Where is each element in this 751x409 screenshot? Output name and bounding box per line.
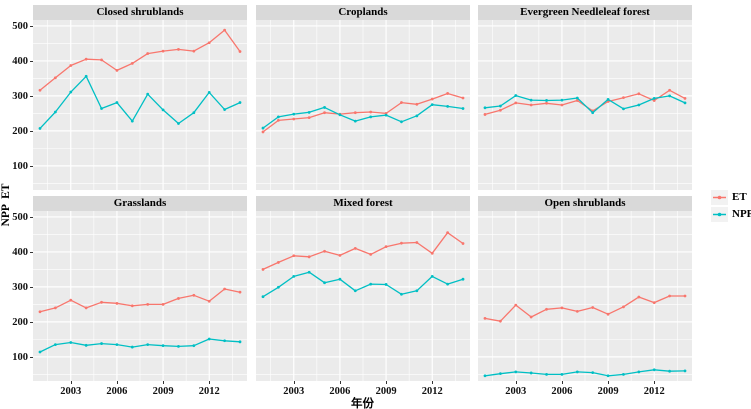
y-axis-tick-mark [30,251,33,253]
legend-key-npp [711,206,728,222]
panel-croplands [256,20,470,190]
facet-title: Closed shrublands [96,6,184,18]
x-axis-tick-label: 2003 [505,386,527,397]
panel-mixed-forest [256,211,470,381]
x-axis-tick-label: 2006 [106,386,128,397]
y-axis-tick-mark [30,356,33,358]
facet-title: Croplands [338,6,388,18]
facet-strip-croplands: Croplands [256,5,470,20]
y-axis-tick-label: 500 [12,20,28,32]
y-axis-tick-mark [30,130,33,132]
facet-title: Mixed forest [333,197,393,209]
y-axis-tick-mark [30,25,33,27]
y-axis-tick-mark [30,216,33,218]
legend: ET NPP [711,189,751,223]
legend-label-npp: NPP [732,208,751,220]
legend-key-et [711,189,728,205]
x-axis-tick-mark [339,381,341,384]
legend-entry-et: ET [711,189,751,205]
x-axis-tick-mark [608,381,610,384]
y-axis-tick-label: 200 [12,125,28,137]
x-axis-tick-mark [515,381,517,384]
facet-strip-closed-shrublands: Closed shrublands [33,5,247,20]
y-axis-tick-label: 100 [12,160,28,172]
x-axis-tick-label: 2012 [421,386,443,397]
facet-title: Evergreen Needleleaf forest [520,6,650,18]
x-axis-tick-label: 2006 [329,386,351,397]
x-axis-tick-label: 2006 [551,386,573,397]
x-axis-tick-mark [70,381,72,384]
y-axis-tick-mark [30,165,33,167]
x-axis-tick-mark [163,381,165,384]
x-axis-tick-label: 2009 [375,386,397,397]
npp-line-sample-icon [713,212,726,216]
y-axis-tick-mark [30,286,33,288]
y-axis-tick-label: 400 [12,55,28,67]
facet-strip-open-shrublands: Open shrublands [478,196,692,211]
x-axis-tick-mark [293,381,295,384]
facet-title: Open shrublands [544,197,626,209]
x-axis-tick-mark [561,381,563,384]
legend-entry-npp: NPP [711,206,751,222]
panel-grasslands [33,211,247,381]
x-axis-tick-mark [432,381,434,384]
y-axis-tick-mark [30,60,33,62]
et-line-sample-icon [713,195,726,199]
facet-strip-mixed-forest: Mixed forest [256,196,470,211]
legend-label-et: ET [732,191,747,203]
panel-evergreen-needleleaf-forest [478,20,692,190]
y-axis-tick-mark [30,95,33,97]
facet-strip-evergreen-needleleaf-forest: Evergreen Needleleaf forest [478,5,692,20]
x-axis-tick-label: 2012 [198,386,220,397]
y-axis-tick-label: 500 [12,211,28,223]
x-axis-tick-mark [116,381,118,384]
x-axis-tick-mark [209,381,211,384]
y-axis-tick-label: 300 [12,90,28,102]
panel-open-shrublands [478,211,692,381]
y-axis-tick-mark [30,321,33,323]
panel-closed-shrublands [33,20,247,190]
y-axis-tick-label: 300 [12,281,28,293]
x-axis-tick-label: 2003 [60,386,82,397]
x-axis-tick-label: 2009 [597,386,619,397]
y-axis-tick-label: 100 [12,351,28,363]
y-axis-tick-label: 400 [12,246,28,258]
x-axis-tick-label: 2012 [643,386,665,397]
facet-strip-grasslands: Grasslands [33,196,247,211]
y-axis-title: NPP ET [0,183,12,227]
facet-title: Grasslands [113,197,167,209]
x-axis-tick-mark [654,381,656,384]
y-axis-tick-label: 200 [12,316,28,328]
x-axis-tick-label: 2003 [283,386,305,397]
x-axis-title: 年份 [351,398,374,409]
x-axis-tick-mark [386,381,388,384]
x-axis-tick-label: 2009 [152,386,174,397]
